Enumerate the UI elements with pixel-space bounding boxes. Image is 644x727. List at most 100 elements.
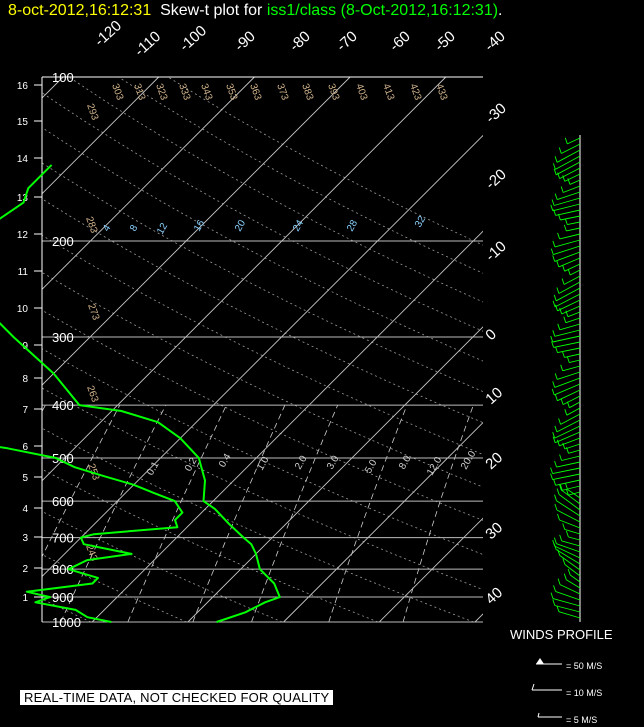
dry-adiabat-line (42, 387, 483, 590)
wind-barb-feather (550, 335, 554, 343)
wind-barb (552, 203, 581, 212)
wind-barb-feather (557, 513, 560, 521)
wind-barb (558, 494, 581, 511)
wind-barb (554, 329, 581, 337)
wind-barb (554, 425, 581, 439)
wind-barb (569, 269, 581, 276)
pressure-tick-label: 900 (52, 590, 74, 605)
mixing-ratio-label: 16 (192, 218, 207, 234)
pressure-tick-label: 300 (52, 330, 74, 345)
mixing-ratio-label: 20.0 (459, 449, 478, 472)
wind-barb-feather (566, 401, 570, 408)
pressure-tick-label: 100 (52, 70, 74, 85)
wind-barb (566, 227, 581, 232)
wind-barb-feather (555, 304, 558, 311)
wind-barb (564, 173, 581, 182)
dry-adiabat-line (42, 92, 483, 332)
wind-barb (554, 383, 581, 396)
wind-barb-feather (556, 439, 560, 446)
height-tick-label: 6 (22, 442, 28, 453)
wind-barb-feather (562, 558, 566, 565)
height-tick-label: 8 (22, 374, 28, 385)
wind-barb-feather (557, 213, 561, 221)
plot-area (42, 77, 483, 622)
isotherm-label: 0 (482, 326, 500, 344)
wind-legend-5-barb (537, 712, 540, 718)
isotherm-line (91, 230, 483, 622)
isotherm-label: -100 (176, 22, 210, 55)
wind-barb-feather (558, 147, 562, 154)
wind-barb-feather (561, 278, 565, 285)
wind-barb (560, 215, 581, 221)
wind-legend-5: = 5 M/S (566, 715, 598, 725)
wind-barb-feather (554, 494, 557, 501)
wind-barb (559, 167, 581, 179)
wind-barb (558, 281, 581, 294)
isotherm-label: -30 (482, 100, 509, 127)
wind-barb (565, 317, 581, 324)
wind-barb (556, 543, 581, 553)
wind-barb-feather (552, 436, 556, 443)
wind-barb (557, 191, 581, 201)
wind-barb (554, 239, 581, 248)
wind-barb-feather (565, 483, 569, 490)
wind-barb-feather (560, 398, 564, 405)
wind-barb-feather (556, 287, 560, 294)
dry-adiabat-line (42, 234, 483, 455)
wind-barb-feather (560, 186, 564, 193)
dry-adiabat-label: 333 (176, 82, 192, 102)
mixing-ratio-line (402, 404, 474, 622)
height-tick-label: 13 (17, 193, 29, 204)
wind-barb-feather (556, 605, 560, 612)
isotherm-label: 10 (482, 384, 506, 408)
pressure-tick-label: 1000 (52, 615, 81, 630)
wind-barb-feather (552, 300, 556, 308)
wind-barb-feather (564, 218, 568, 225)
isotherm-label: -80 (286, 28, 313, 55)
wind-barb (556, 500, 581, 517)
header: 8-oct-2012,16:12:31 Skew-t plot for iss1… (8, 2, 503, 20)
height-tick-label: 5 (22, 473, 28, 484)
wind-barb (554, 293, 581, 308)
wind-barb-feather (563, 573, 567, 580)
sounding-trace-dewpoint (0, 446, 184, 623)
wind-barb-feather (554, 373, 558, 380)
dry-adiabat-line (68, 77, 483, 303)
height-tick-label: 9 (22, 341, 28, 352)
wind-barb (564, 353, 581, 358)
wind-barb (553, 197, 581, 206)
wind-barb-feather (553, 537, 557, 544)
wind-barb-feather (557, 549, 561, 556)
wind-barb (562, 395, 581, 406)
mixing-ratio-line (328, 404, 408, 622)
pressure-tick-label: 500 (52, 451, 74, 466)
wind-barb (564, 528, 581, 535)
isotherm-label: -10 (482, 238, 509, 265)
dry-adiabat-label: 423 (407, 82, 423, 102)
wind-barb (559, 584, 581, 595)
wind-barb (566, 579, 581, 589)
header-end: . (498, 2, 503, 19)
wind-barb (554, 605, 581, 613)
dry-adiabat-line (118, 77, 483, 274)
wind-barb-feather (556, 488, 560, 495)
wind-barb (557, 299, 581, 312)
wind-barb (559, 519, 581, 529)
wind-barb-feather (558, 418, 562, 425)
wind-barb-feather (554, 460, 558, 468)
dry-adiabat-label: 353 (223, 82, 239, 102)
wind-barb-feather (551, 341, 555, 348)
wind-barb (553, 341, 581, 348)
wind-barb (561, 143, 581, 154)
header-date: 8-oct-2012,16:12:31 (8, 2, 152, 19)
wind-barb (559, 233, 581, 240)
header-title: Skew-t plot for (151, 2, 267, 19)
dry-adiabat-line (42, 348, 483, 555)
isotherm-label: 20 (482, 449, 506, 473)
wind-barb-feather (550, 248, 554, 255)
sounding-trace-temperature (0, 164, 281, 623)
wind-barb (561, 455, 581, 461)
wind-barb (569, 179, 581, 185)
wind-barb (562, 490, 581, 505)
wind-barb (555, 287, 581, 302)
